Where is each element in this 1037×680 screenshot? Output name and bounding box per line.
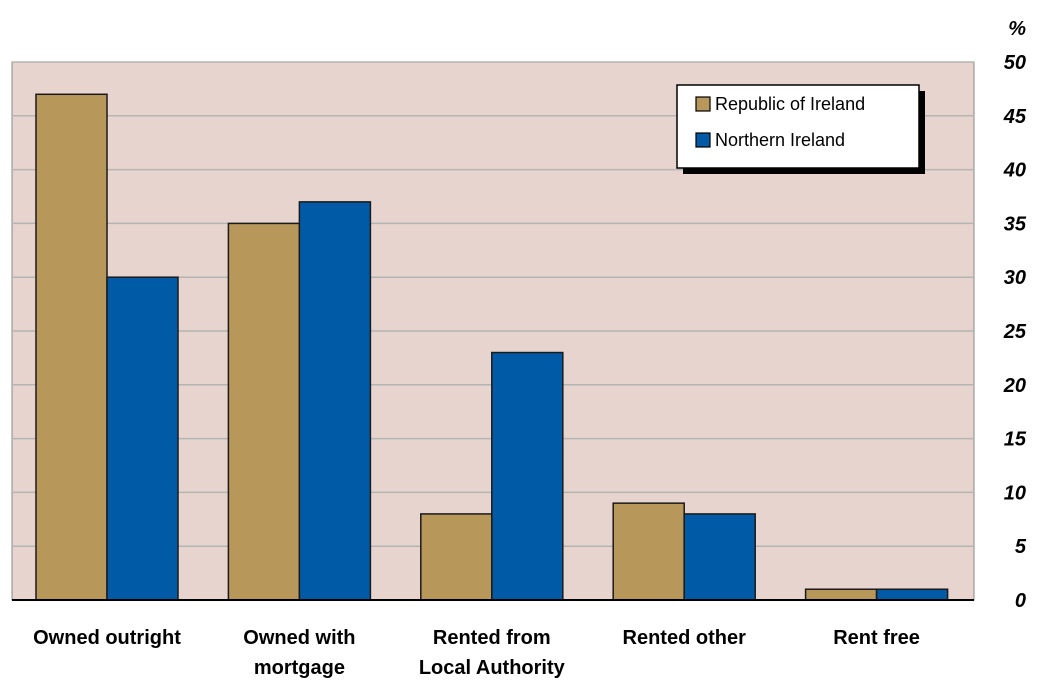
bar-republic-of-ireland [227, 222, 301, 601]
legend-swatch [695, 132, 711, 148]
bar-republic-of-ireland [804, 588, 878, 601]
x-axis-category-labels: Owned outright Owned with mortgage Rented f… [33, 627, 920, 679]
y-tick-label: 25 [1003, 321, 1027, 343]
x-category-label: Local Authority [419, 657, 566, 679]
bar-northern-ireland [106, 276, 179, 601]
y-tick-label: 15 [1004, 429, 1027, 451]
y-axis-unit-label: % [1008, 18, 1026, 40]
bar-republic-of-ireland [420, 513, 493, 601]
x-category-label: mortgage [254, 657, 345, 679]
y-tick-label: 30 [1004, 267, 1026, 289]
bar-northern-ireland [875, 588, 949, 601]
legend-label: Republic of Ireland [715, 94, 865, 114]
bar-northern-ireland [683, 513, 756, 601]
bar-northern-ireland [491, 351, 564, 601]
y-tick-label: 45 [1003, 106, 1027, 128]
y-tick-label: 5 [1015, 536, 1027, 558]
bar-republic-of-ireland [612, 502, 685, 601]
y-axis-ticks: 0 5 10 15 20 25 30 35 40 45 50 [1003, 52, 1027, 612]
x-category-label: Owned outright [33, 627, 181, 649]
bar-northern-ireland [298, 201, 372, 601]
x-category-label: Owned with [243, 627, 355, 649]
legend-label: Northern Ireland [715, 130, 845, 150]
bar-republic-of-ireland [35, 93, 108, 601]
y-tick-label: 0 [1015, 590, 1026, 612]
y-tick-label: 40 [1003, 160, 1026, 182]
x-category-label: Rented other [623, 627, 747, 649]
legend-box [676, 84, 920, 169]
legend-swatch [695, 96, 711, 112]
y-tick-label: 10 [1004, 482, 1026, 504]
y-tick-label: 50 [1004, 52, 1026, 74]
legend: Republic of Ireland Northern Ireland [676, 84, 925, 174]
x-category-label: Rented from [433, 627, 551, 649]
y-tick-label: 35 [1004, 213, 1027, 235]
x-category-label: Rent free [833, 627, 920, 649]
y-tick-label: 20 [1003, 375, 1026, 397]
